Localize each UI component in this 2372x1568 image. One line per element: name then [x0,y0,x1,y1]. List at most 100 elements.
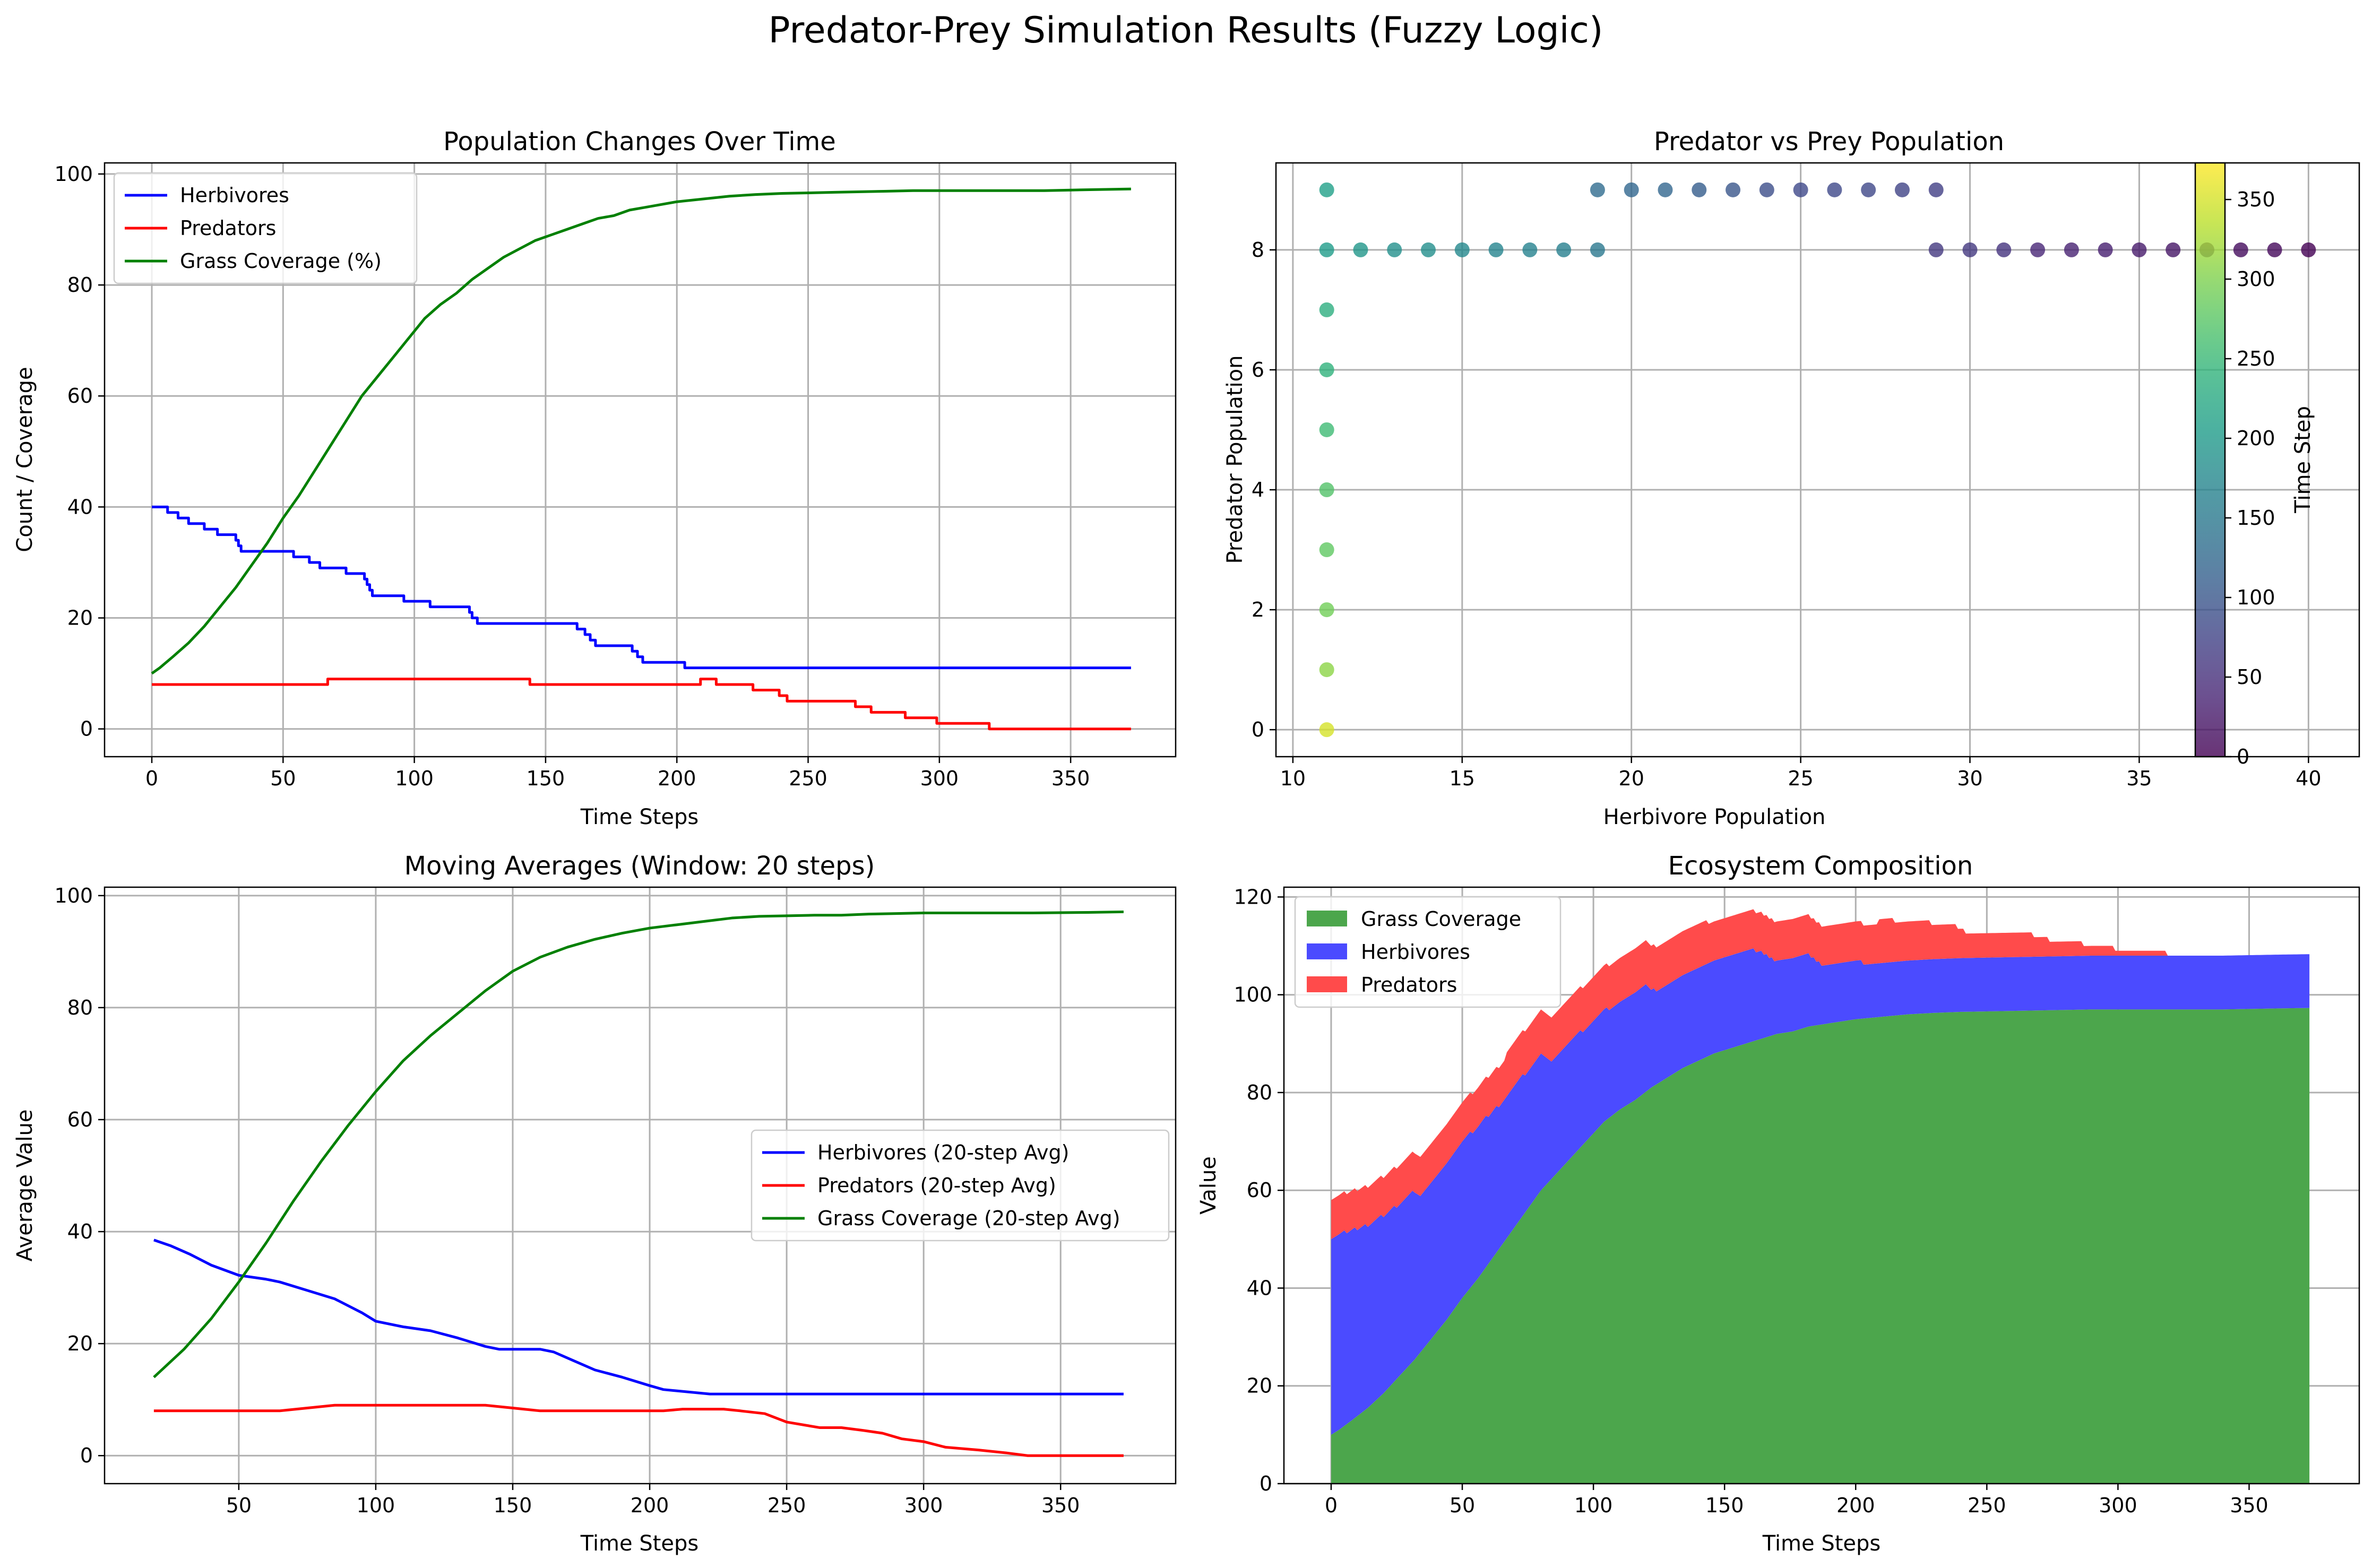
y-tick-label: 80 [67,996,93,1019]
scatter-point [2132,242,2147,257]
x-tick-label: 300 [904,1494,943,1517]
panel-title: Ecosystem Composition [1668,851,1973,881]
area-layer [1331,1008,2310,1484]
scatter-point [2030,242,2046,257]
y-tick-label: 60 [67,384,93,408]
axes-frame [103,886,1177,1485]
scatter-point [1319,722,1334,738]
legend-label: Grass Coverage (20-step Avg) [817,1207,1120,1230]
series-line [153,1404,1124,1457]
x-axis-label: Time Steps [580,805,699,829]
scatter-point [1319,662,1334,678]
scatter-point [1319,542,1334,558]
colorbar-tick-label: 200 [2237,427,2275,450]
scatter-point [1319,302,1334,317]
legend-label: Herbivores [1361,940,1470,964]
series-line [152,505,1131,670]
x-tick-label: 20 [1619,767,1644,790]
scatter-point [2166,242,2181,257]
figure-title: Predator-Prey Simulation Results (Fuzzy … [769,10,1603,51]
colorbar-tick-label: 0 [2237,745,2249,768]
y-tick-label: 20 [1247,1374,1272,1398]
scatter-point [2267,242,2282,257]
x-tick-label: 100 [357,1494,395,1517]
panel-title: Moving Averages (Window: 20 steps) [404,851,875,881]
x-tick-label: 200 [1836,1494,1875,1517]
y-tick-label: 8 [1252,238,1264,262]
x-tick-label: 0 [1325,1494,1338,1517]
legend-label: Predators (20-step Avg) [817,1174,1056,1197]
series-line [151,187,1131,675]
y-tick-label: 40 [1247,1276,1272,1300]
legend-label: Grass Coverage [1361,907,1521,931]
x-tick-label: 50 [1450,1494,1475,1517]
y-tick-label: 0 [1252,718,1264,741]
x-tick-label: 300 [2099,1494,2137,1517]
legend-swatch [1307,943,1347,959]
y-tick-label: 0 [1260,1472,1272,1495]
colorbar [2194,162,2226,758]
legend [751,1129,1170,1242]
x-tick-label: 100 [395,767,434,790]
x-tick-label: 30 [1957,767,1982,790]
y-axis-label: Predator Population [1223,356,1247,564]
legend-label: Herbivores [180,184,289,207]
ecosystem-composition-plot: Ecosystem Composition 0 50 100 150 200 250 300… [1196,851,2360,1556]
scatter-point [1793,182,1808,197]
axes-frame [1283,886,2360,1485]
scatter-point [1319,242,1334,257]
colorbar-tick-label: 150 [2237,506,2275,530]
x-tick-label: 250 [789,767,827,790]
x-axis-label: Time Steps [1762,1531,1881,1556]
scatter-point [1827,182,1842,197]
scatter-point [1454,242,1470,257]
series-line [153,1238,1124,1396]
y-tick-label: 0 [80,1444,93,1467]
x-tick-label: 50 [226,1494,252,1517]
x-tick-label: 15 [1450,767,1475,790]
moving-averages-plot: Moving Averages (Window: 20 steps) 50 100… [13,851,1177,1556]
legend-label: Predators [180,216,276,240]
scatter-point [1319,182,1334,197]
y-axis-label: Value [1196,1156,1221,1215]
scatter-point [1928,242,1944,257]
scatter-point [1556,242,1572,257]
scatter-point [1590,182,1605,197]
y-tick-label: 60 [67,1108,93,1131]
x-tick-label: 150 [494,1494,532,1517]
series-line [153,910,1124,1379]
x-tick-label: 10 [1280,767,1306,790]
legend [113,172,418,284]
y-tick-label: 120 [1234,885,1272,908]
axes-frame [103,162,1177,758]
scatter-point [1522,242,1538,257]
x-tick-label: 250 [767,1494,806,1517]
colorbar-tick-label: 350 [2237,188,2275,211]
scatter-point [1319,422,1334,437]
area-layer [1331,909,2310,1240]
scatter-point [1928,182,1944,197]
y-tick-label: 40 [67,1220,93,1243]
colorbar-tick-label: 250 [2237,347,2275,370]
scatter-point [1353,242,1368,257]
y-tick-label: 100 [54,162,93,186]
scatter-point [1996,242,2012,257]
scatter-point [1658,182,1673,197]
colorbar-tick-label: 300 [2237,267,2275,291]
y-tick-label: 6 [1252,358,1264,382]
x-axis-label: Time Steps [580,1531,699,1556]
x-tick-label: 250 [1968,1494,2006,1517]
scatter-point [1894,182,1910,197]
y-axis-label: Count / Coverage [13,367,37,552]
y-tick-label: 20 [67,607,93,630]
y-tick-label: 4 [1252,478,1264,501]
y-tick-label: 100 [1234,983,1272,1007]
scatter-point [1590,242,1605,257]
scatter-point [1692,182,1707,197]
legend-label: Predators [1361,973,1457,997]
x-tick-label: 100 [1574,1494,1613,1517]
scatter-point [1624,182,1639,197]
x-tick-label: 200 [658,767,696,790]
scatter-point [1488,242,1504,257]
y-tick-label: 100 [54,884,93,907]
